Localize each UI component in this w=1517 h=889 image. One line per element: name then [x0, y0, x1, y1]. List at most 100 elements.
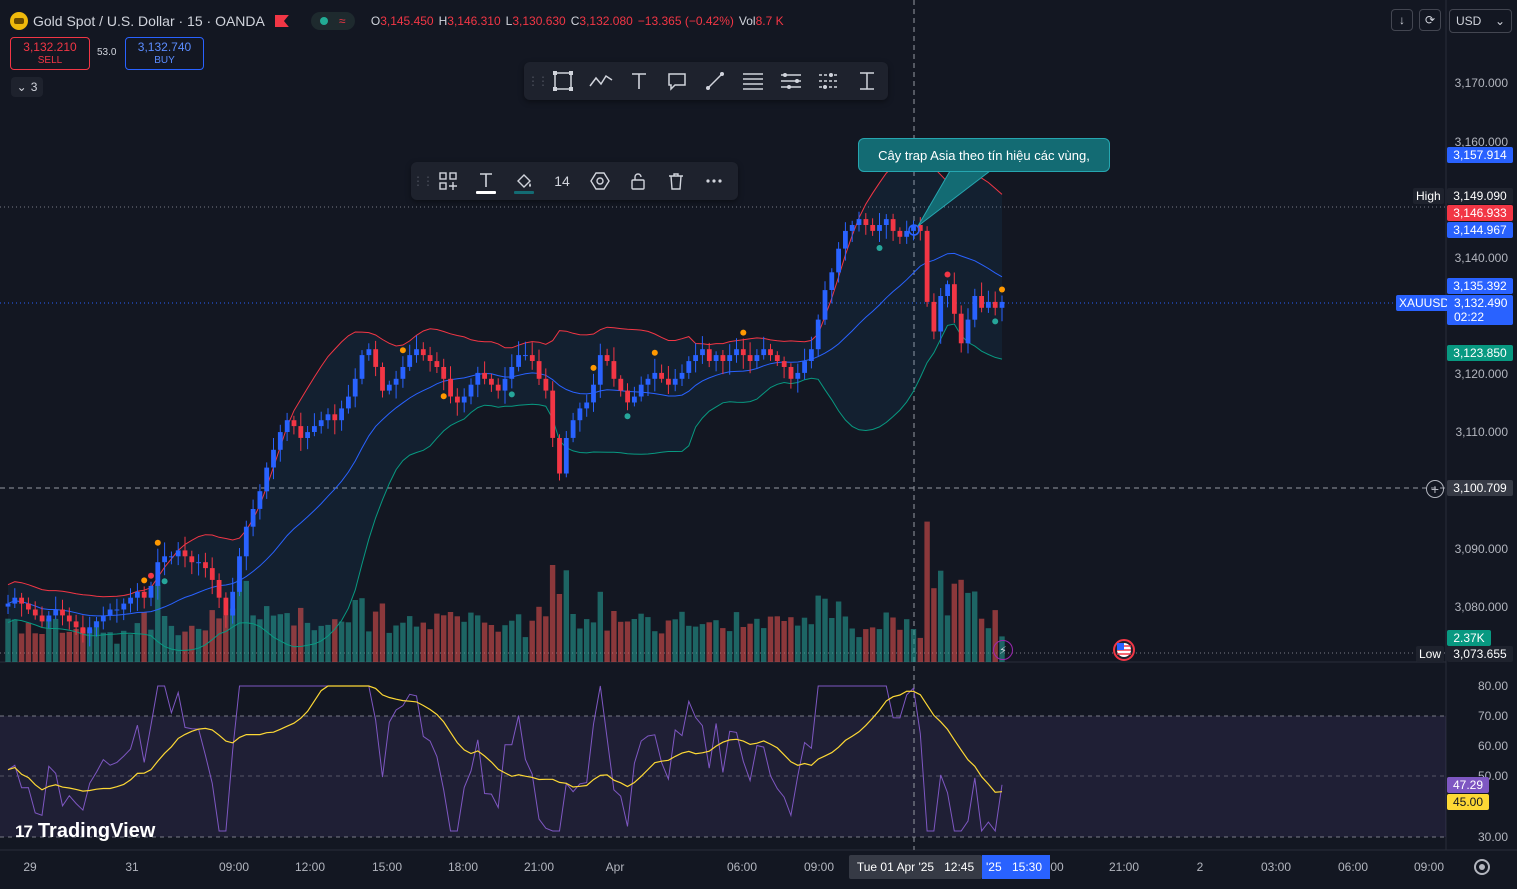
- volume-bar: [407, 616, 413, 662]
- more-button[interactable]: [695, 162, 733, 200]
- drawing-properties-toolbar[interactable]: ⋮⋮ 14: [411, 162, 738, 200]
- candle-body: [489, 378, 494, 385]
- last-price-a-label: 3,135.392: [1447, 278, 1513, 294]
- symbol-title[interactable]: Gold Spot / U.S. Dollar · 15 · OANDA: [33, 13, 265, 29]
- candle-body: [897, 230, 903, 237]
- candle-body: [87, 627, 93, 634]
- drag-handle-icon[interactable]: ⋮⋮: [412, 174, 434, 188]
- callout-anchor[interactable]: [908, 224, 920, 236]
- symbol-legend[interactable]: Gold Spot / U.S. Dollar · 15 · OANDA ≈ O…: [10, 10, 784, 32]
- lightning-event-icon[interactable]: ⚡: [993, 640, 1013, 660]
- channel-tool-button[interactable]: [772, 62, 810, 100]
- volume-bar: [577, 628, 583, 662]
- buy-button[interactable]: 3,132.740 BUY: [125, 37, 204, 70]
- sell-button[interactable]: 3,132.210 SELL: [10, 37, 90, 70]
- volume-bar: [672, 619, 678, 662]
- channel-icon: [781, 73, 801, 89]
- rsi-lines: [7, 685, 1003, 833]
- currency-select[interactable]: USD ⌄: [1449, 9, 1512, 33]
- volume-bar: [978, 618, 985, 662]
- time-tick: 06:00: [726, 860, 758, 874]
- fill-color-button[interactable]: [505, 162, 543, 200]
- drawing-toolbar[interactable]: ⋮⋮: [524, 62, 888, 100]
- us-flag-event-icon[interactable]: [1113, 639, 1135, 661]
- volume-bar: [502, 625, 508, 662]
- candle-body: [911, 225, 916, 231]
- volume-bar: [556, 594, 563, 662]
- candle-body: [169, 556, 174, 558]
- volume-bar: [345, 622, 352, 662]
- tradingview-logo[interactable]: 17 TradingView: [15, 820, 155, 843]
- callout-tool-button[interactable]: [658, 62, 696, 100]
- scroll-down-icon[interactable]: ↓: [1391, 9, 1413, 31]
- candle-body: [189, 556, 195, 563]
- candle-body: [666, 378, 671, 385]
- pitchfork-tool-button[interactable]: [810, 62, 848, 100]
- add-alert-plus-icon[interactable]: +: [1426, 480, 1444, 498]
- text-color-button[interactable]: [467, 162, 505, 200]
- paint-bucket-icon: [517, 174, 531, 188]
- drag-handle-icon[interactable]: ⋮⋮: [527, 74, 549, 88]
- volume-bar: [52, 618, 59, 662]
- volume-bar: [795, 625, 801, 662]
- volume-bar: [549, 565, 556, 662]
- volume-bar: [754, 618, 760, 662]
- candle-body: [625, 390, 630, 403]
- candle-body: [516, 355, 521, 367]
- market-open-dot-icon: [320, 17, 329, 25]
- candle-body: [298, 426, 304, 438]
- settings-button[interactable]: [581, 162, 619, 200]
- text-tool-button[interactable]: [620, 62, 658, 100]
- rectangle-tool-button[interactable]: [544, 62, 582, 100]
- volume-label: 2.37K: [1447, 630, 1491, 646]
- lock-button[interactable]: [619, 162, 657, 200]
- font-size-button[interactable]: 14: [554, 173, 570, 189]
- volume-bar: [808, 624, 814, 662]
- volume-bar: [774, 616, 780, 662]
- candle-body: [992, 301, 998, 308]
- market-status-pill[interactable]: ≈: [310, 12, 355, 30]
- candle-body: [706, 349, 712, 361]
- time-tick: 15:00: [371, 860, 403, 874]
- volume-bar: [270, 615, 277, 662]
- volume-bar: [73, 628, 79, 662]
- flag-icon[interactable]: [274, 15, 289, 27]
- signal-dot: [148, 572, 154, 579]
- template-button[interactable]: [429, 162, 467, 200]
- volume-bar: [910, 629, 917, 662]
- candle-body: [94, 621, 99, 628]
- volume-bar: [32, 633, 38, 662]
- trendline-tool-button[interactable]: [696, 62, 734, 100]
- gold-coin-icon: [10, 12, 28, 30]
- tradingview-mark-icon: 17: [15, 821, 33, 841]
- delete-button[interactable]: [657, 162, 695, 200]
- refresh-icon[interactable]: ⟳: [1419, 9, 1441, 31]
- path-tool-button[interactable]: [582, 62, 620, 100]
- candle-body: [720, 355, 726, 361]
- candle-body: [536, 361, 542, 379]
- signal-dot: [154, 539, 161, 546]
- volume-bar: [400, 622, 406, 662]
- candle-body: [482, 372, 487, 379]
- volume-bar: [849, 628, 855, 662]
- candle-body: [495, 384, 501, 391]
- callout-drawing[interactable]: Cây trap Asia theo tín hiệu các vùng,: [858, 138, 1110, 172]
- gear-icon[interactable]: [1474, 859, 1490, 875]
- volume-bar: [965, 592, 971, 662]
- candles[interactable]: [5, 211, 1005, 647]
- candle-body: [659, 372, 664, 379]
- volume-bar: [590, 622, 597, 662]
- measure-tool-button[interactable]: [848, 62, 886, 100]
- volume-bar: [284, 613, 290, 662]
- volume-bar: [665, 620, 672, 662]
- volume-bar: [195, 628, 202, 662]
- price-tick: 3,080.000: [1454, 600, 1508, 614]
- candle-body: [815, 319, 821, 350]
- indicators-collapse-button[interactable]: ⌄ 3: [11, 77, 43, 97]
- time-tick: 29: [23, 860, 37, 874]
- fib-tool-button[interactable]: [734, 62, 772, 100]
- volume-bar: [175, 635, 181, 662]
- trend-line-icon: [706, 72, 724, 90]
